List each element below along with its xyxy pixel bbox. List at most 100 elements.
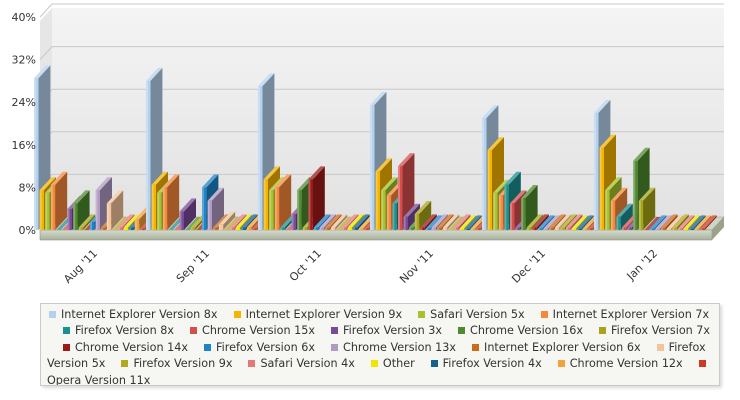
legend-item[interactable]: Chrome Version 12x: [556, 357, 683, 370]
legend-item[interactable]: Safari Version 4x: [246, 357, 355, 370]
legend-swatch: [121, 360, 129, 368]
legend-item[interactable]: Chrome Version 15x: [188, 324, 315, 337]
legend-swatch: [370, 360, 378, 368]
legend-swatch: [63, 327, 70, 335]
bar: [353, 214, 370, 230]
legend-label: Internet Explorer Version 9x: [245, 308, 403, 321]
bar: [577, 215, 594, 230]
legend-label: Firefox Version 5x: [47, 340, 706, 371]
bar: [638, 187, 656, 230]
x-tick-label: Nov '11: [397, 247, 436, 286]
legend-swatch: [698, 360, 706, 368]
grid-line: [39, 3, 724, 18]
legend-item[interactable]: Internet Explorer Version 9x: [232, 308, 403, 321]
bar: [50, 171, 68, 230]
legend-swatch: [418, 311, 426, 318]
legend-swatch: [204, 343, 211, 351]
legend-item[interactable]: Chrome Version 13x: [329, 341, 456, 354]
bar: [78, 214, 96, 230]
y-tick-label: 24%: [12, 96, 36, 109]
legend-label: Opera Version 11x: [47, 373, 151, 386]
legend-item[interactable]: Firefox Version 4x: [429, 357, 542, 370]
bar: [218, 211, 236, 230]
bar: [330, 214, 348, 230]
y-axis-ticks: 0% 8% 16% 24% 32% 40%: [12, 11, 36, 237]
legend-label: Chrome Version 15x: [202, 324, 316, 338]
chart-svg: 0% 8% 16% 24% 32% 40% Aug '11 Sep '11 Oct '11 No…: [12, 3, 725, 286]
bar: [308, 166, 325, 230]
bar: [414, 201, 432, 230]
legend-item[interactable]: Firefox Version 3x: [329, 324, 442, 337]
bar: [694, 215, 712, 230]
bars: [34, 65, 717, 231]
legend-item[interactable]: Internet Explorer Version 6x: [470, 341, 641, 354]
legend-label: Other: [382, 357, 415, 371]
legend-label: Internet Explorer Version 7x: [552, 308, 710, 321]
bar: [162, 174, 180, 230]
x-tick-label: Dec '11: [509, 247, 548, 286]
grid-line: [39, 46, 724, 60]
legend-label: Firefox Version 9x: [133, 357, 233, 371]
legend-swatch: [63, 343, 70, 351]
x-tick-label: Oct '11: [287, 247, 324, 284]
x-tick-label: Sep '11: [174, 247, 212, 285]
legend-item[interactable]: Firefox Version 5x: [47, 341, 706, 370]
legend-swatch: [190, 327, 198, 335]
bar: [571, 215, 588, 230]
legend-item[interactable]: Other: [369, 357, 415, 370]
legend-item[interactable]: Safari Version 5x: [416, 308, 525, 321]
legend-item[interactable]: Internet Explorer Version 8x: [47, 308, 218, 321]
bar: [403, 203, 420, 230]
legend-label: Chrome Version 13x: [343, 340, 457, 354]
legend-item[interactable]: Internet Explorer Version 7x: [539, 308, 710, 321]
bar: [274, 174, 292, 230]
legend-label: Internet Explorer Version 8x: [61, 308, 218, 321]
bar: [672, 214, 689, 230]
legend-swatch: [430, 360, 438, 368]
bar: [678, 215, 695, 230]
legend-label: Internet Explorer Version 6x: [484, 340, 641, 354]
y-tick-label: 16%: [12, 139, 36, 152]
legend-label: Chrome Version 12x: [569, 357, 683, 371]
legend-swatch: [540, 311, 548, 318]
x-axis-ticks: Aug '11 Sep '11 Oct '11 Nov '11 Dec '11 Jan '…: [61, 247, 660, 286]
legend-label: Firefox Version 7x: [611, 324, 711, 338]
legend-item[interactable]: Firefox Version 8x: [61, 324, 174, 337]
legend: Internet Explorer Version 8x Internet Exp…: [40, 303, 720, 386]
legend-item[interactable]: Firefox Version 7x: [597, 324, 710, 337]
legend-swatch: [458, 327, 466, 335]
bar: [521, 185, 538, 230]
bar: [442, 214, 460, 230]
bar: [661, 214, 678, 230]
legend-item[interactable]: Chrome Version 16x: [456, 324, 583, 337]
bar: [700, 215, 717, 230]
bar: [616, 203, 633, 230]
legend-item[interactable]: Opera Version 11x: [47, 357, 711, 386]
legend-swatch: [331, 327, 339, 335]
bar: [650, 215, 667, 230]
legend-label: Firefox Version 8x: [75, 324, 175, 338]
bar: [644, 217, 661, 230]
legend-label: Firefox Version 6x: [216, 340, 316, 354]
legend-swatch: [331, 343, 339, 351]
legend-label: Chrome Version 14x: [75, 340, 188, 354]
bar: [95, 177, 112, 230]
legend-item[interactable]: Chrome Version 14x: [61, 341, 188, 354]
x-tick-label: Jan '12: [624, 247, 660, 283]
bar: [459, 215, 476, 230]
legend-label: Firefox Version 3x: [343, 324, 443, 338]
legend-item[interactable]: Firefox Version 6x: [202, 341, 315, 354]
legend-swatch: [599, 327, 607, 335]
legend-swatch: [557, 360, 565, 368]
bar: [420, 214, 437, 230]
legend-item[interactable]: Firefox Version 9x: [119, 357, 232, 370]
legend-label: Chrome Version 16x: [470, 324, 584, 338]
y-tick-label: 0%: [19, 224, 36, 237]
bar: [454, 214, 471, 230]
legend-swatch: [656, 343, 664, 351]
bar: [683, 215, 700, 230]
floor-front: [39, 229, 713, 241]
legend-label: Safari Version 5x: [430, 308, 525, 321]
bar: [689, 215, 706, 230]
